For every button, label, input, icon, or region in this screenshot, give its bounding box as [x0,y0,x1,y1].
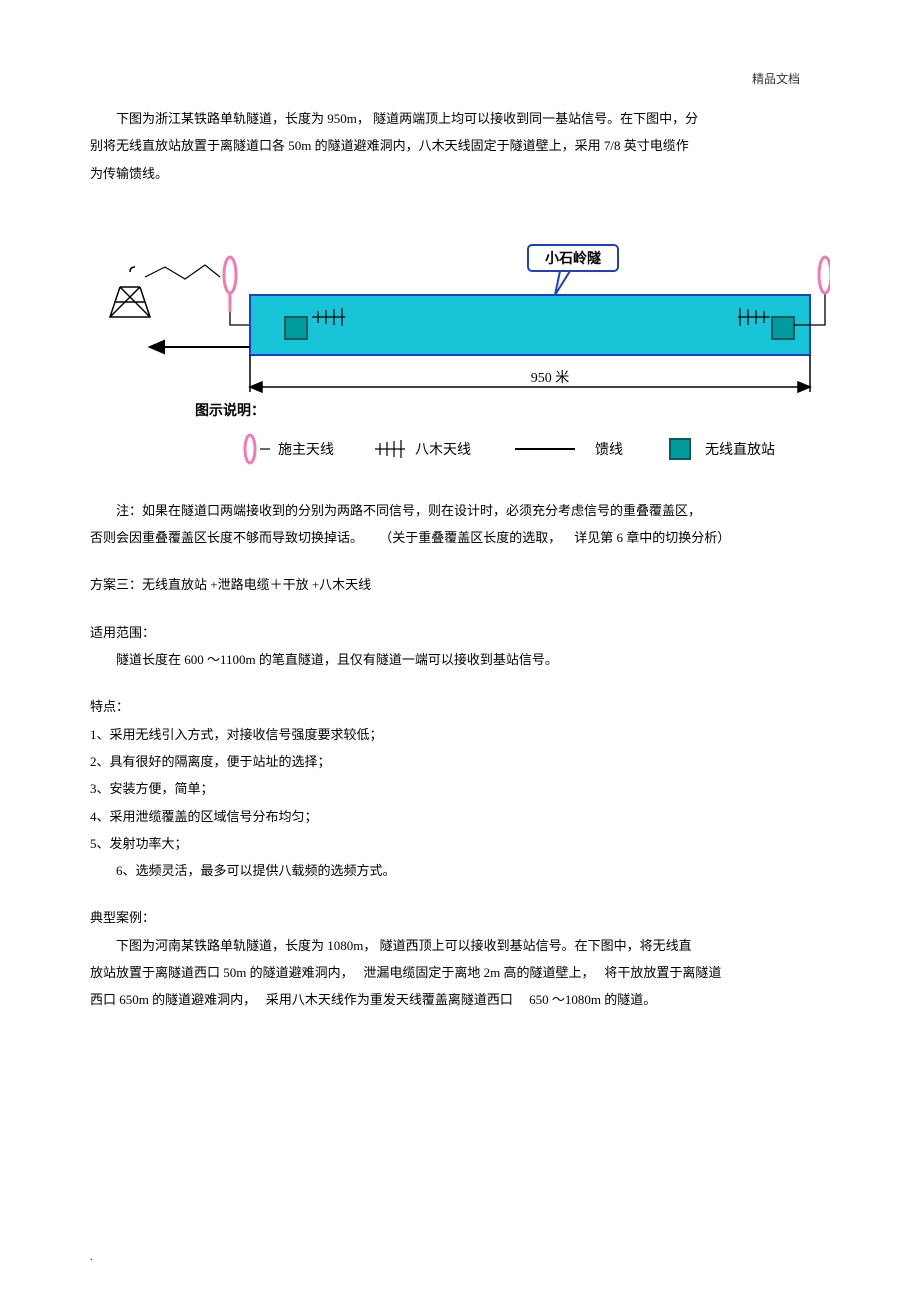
plan3-case-paragraph: 下图为河南某铁路单轨隧道，长度为 1080m， 隧道西顶上可以接收到基站信号。在… [90,932,830,1014]
txt: 600 ～1100m [184,652,259,667]
plan3-feat2: 2、具有很好的隔离度，便于站址的选择； [90,748,830,775]
plan3-feat-label: 特点： [90,693,830,720]
donor-antenna-right-icon [819,257,830,293]
plan3-scope-body: 隧道长度在 600 ～1100m 的笔直隧道，且仅有隧道一端可以接收到基站信号。 [90,646,830,673]
repeater-right-icon [772,317,794,339]
plan3-feat5: 5、发射功率大； [90,830,830,857]
document-page: 精品文档 下图为浙江某铁路单轨隧道，长度为 950m， 隧道两端顶上均可以接收到… [0,0,920,1303]
txt: 50m [223,965,249,980]
txt: 采用八木天线作为重发天线覆盖离隧道西口 [266,992,513,1007]
left-arrow-icon [150,341,250,353]
legend-repeater-icon [670,439,690,459]
txt: 别将无线直放站放置于离隧道口各 [90,138,285,153]
txt: 隧道长度在 [116,652,181,667]
tower-icon [110,267,150,317]
txt: 650 ～1080m [529,992,604,1007]
donor-antenna-left-icon [224,257,236,293]
note-line2: 否则会因重叠覆盖区长度不够而导致切换掉话。 （关于重叠覆盖区长度的选取， 详见第… [90,530,730,545]
txt: 放站放置于离隧道西口 [90,965,220,980]
intro-line1: 下图为浙江某铁路单轨隧道，长度为 950m， 隧道两端顶上均可以接收到同一基站信… [90,105,698,132]
intro-paragraph: 下图为浙江某铁路单轨隧道，长度为 950m， 隧道两端顶上均可以接收到同一基站信… [90,105,830,187]
legend-feeder-label: 馈线 [595,442,623,458]
callout: 小石岭隧 [528,245,618,295]
page-header-label: 精品文档 [752,70,800,87]
plan3-case-label: 典型案例： [90,904,830,931]
txt: 否则会因重叠覆盖区长度不够而导致切换掉话。 [90,530,363,545]
txt: 50m [288,138,314,153]
intro-line2: 别将无线直放站放置于离隧道口各 50m 的隧道避难洞内，八木天线固定于隧道壁上，… [90,138,689,153]
legend-repeater-label: 无线直放站 [705,441,775,458]
txt: 6 [617,530,627,545]
repeater-left-icon [285,317,307,339]
txt: 7/8 [604,138,624,153]
txt: 2m [484,965,504,980]
legend-donor-icon [245,435,255,463]
legend-yagi-label: 八木天线 [415,442,471,458]
txt: 1080m， [327,938,376,953]
case-line3: 西口 650m 的隧道避难洞内， 采用八木天线作为重发天线覆盖离隧道西口 650… [90,992,656,1007]
txt: 950m， [327,111,370,126]
note-paragraph: 注：如果在隧道口两端接收到的分别为两路不同信号，则在设计时，必须充分考虑信号的重… [90,497,830,552]
tunnel-diagram: 小石岭隧 950 米 图示说明： [90,217,830,477]
note-line1: 注：如果在隧道口两端接收到的分别为两路不同信号，则在设计时，必须充分考虑信号的重… [90,497,701,524]
txt: 下图为河南某铁路单轨隧道，长度为 [116,938,324,953]
plan3-feat6: 6、选频灵活，最多可以提供八载频的选频方式。 [90,857,830,884]
plan3-feat1: 1、采用无线引入方式，对接收信号强度要求较低； [90,721,830,748]
txt: 章中的切换分析） [626,530,730,545]
dimension-label: 950 米 [531,370,570,386]
tunnel-svg: 小石岭隧 950 米 图示说明： [90,217,830,477]
txt: 将干放放置于离隧道 [604,965,721,980]
legend-donor-label: 施主天线 [278,442,334,458]
txt: 隧道两端顶上均可以接收到同一基站信号。在下图中，分 [373,111,698,126]
txt: 高的隧道壁上， [504,965,595,980]
plan3-feat4: 4、采用泄缆覆盖的区域信号分布均匀； [90,803,830,830]
txt: 泄漏电缆固定于离地 [363,965,480,980]
legend-yagi-icon [375,440,405,458]
txt: 英寸电缆作 [624,138,689,153]
txt: 的隧道。 [604,992,656,1007]
txt: 的隧道避难洞内，八木天线固定于隧道壁上，采用 [315,138,601,153]
txt: 详见第 [574,530,613,545]
case-line2: 放站放置于离隧道西口 50m 的隧道避难洞内， 泄漏电缆固定于离地 2m 高的隧… [90,965,721,980]
txt: 西口 650m 的隧道避难洞内， [90,992,256,1007]
case-line1: 下图为河南某铁路单轨隧道，长度为 1080m， 隧道西顶上可以接收到基站信号。在… [90,932,692,959]
intro-line3: 为传输馈线。 [90,166,168,181]
txt: 的隧道避难洞内， [250,965,354,980]
plan3-scope-label: 适用范围： [90,619,830,646]
footer-dot: . [90,1252,93,1263]
plan3-feat3: 3、安装方便，简单； [90,775,830,802]
plan3-title: 方案三：无线直放站 +泄路电缆＋干放 +八木天线 [90,571,830,598]
wireless-link-icon [145,265,220,279]
legend-row: 施主天线 八木天线 馈线 无线直放站 [245,435,775,463]
txt: 下图为浙江某铁路单轨隧道，长度为 [116,111,324,126]
txt: （关于重叠覆盖区长度的选取， [379,530,561,545]
txt: 隧道西顶上可以接收到基站信号。在下图中，将无线直 [380,938,692,953]
legend-title: 图示说明： [195,402,265,419]
txt: 的笔直隧道，且仅有隧道一端可以接收到基站信号。 [259,652,558,667]
callout-text: 小石岭隧 [545,250,601,267]
